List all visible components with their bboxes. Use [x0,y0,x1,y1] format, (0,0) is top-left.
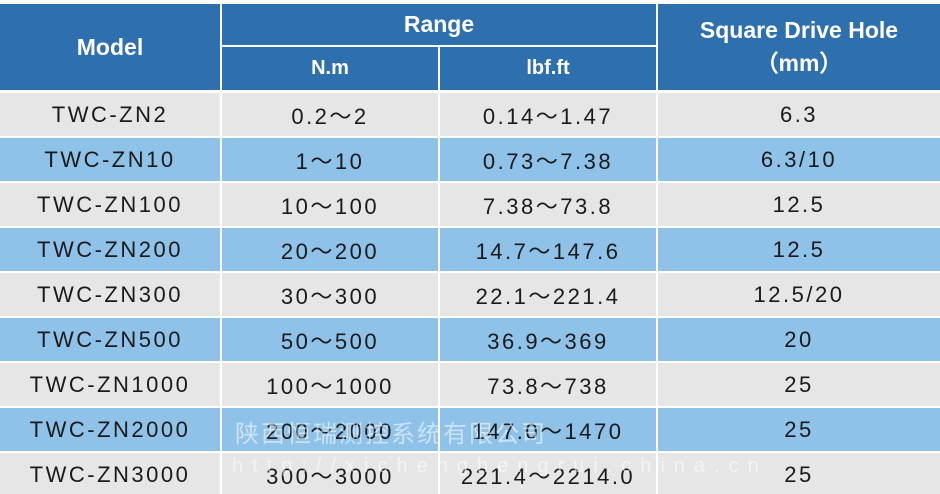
table-cell: 12.5 [658,228,940,271]
header-model: Model [0,4,220,90]
table-cell: 36.9～369 [440,318,656,361]
header-range: Range [222,4,656,45]
header-unit-text: N.m [311,57,349,79]
table-cell: TWC-ZN2000 [0,408,220,451]
table-cell: 0.2～2 [222,93,438,136]
table-cell-text: TWC-ZN3000 [29,461,191,487]
table-cell: TWC-ZN10 [0,138,220,181]
header-square-drive-text: Square Drive Hole [699,16,899,43]
table-cell-text: 100～1000 [266,373,394,399]
table-cell-text: 25 [784,461,814,487]
table-cell-text: 50～500 [280,328,380,354]
table-cell-text: 147.0～1470 [472,418,624,444]
table-cell-text: 20～200 [280,238,380,264]
table-cell-text: 36.9～369 [487,328,609,354]
table-cell-text: 73.8～738 [487,373,609,399]
table-cell: 12.5/20 [658,273,940,316]
table-cell: 100～1000 [222,363,438,406]
table-cell: 25 [658,363,940,406]
header-unit: lbf.ft [440,47,656,90]
table-cell: 0.14～1.47 [440,93,656,136]
table-cell: 25 [658,408,940,451]
table-cell-text: 200～2000 [266,418,394,444]
table-cell-text: TWC-ZN100 [37,191,183,217]
header-unit-text: lbf.ft [526,57,570,79]
table-cell: 6.3/10 [658,138,940,181]
table-cell: 20～200 [222,228,438,271]
table-cell: 22.1～221.4 [440,273,656,316]
table-cell-text: TWC-ZN1000 [29,371,191,397]
table-cell-text: 6.3/10 [760,146,838,172]
header-square-drive: Square Drive Hole （mm） [658,4,940,90]
table-cell: TWC-ZN100 [0,183,220,226]
table-cell: 50～500 [222,318,438,361]
table-cell: 30～300 [222,273,438,316]
table-cell-text: 0.14～1.47 [482,103,614,129]
table-cell-text: 0.2～2 [291,103,369,129]
table-cell: 14.7～147.6 [440,228,656,271]
header-unit: N.m [222,47,438,90]
table-cell: 221.4～2214.0 [440,453,656,494]
table-cell-text: 6.3 [779,101,819,127]
table-cell-text: 25 [784,416,814,442]
table-cell: 0.73～7.38 [440,138,656,181]
table-cell-text: 7.38～73.8 [482,193,614,219]
table-cell-text: TWC-ZN2000 [29,416,191,442]
table-cell-text: 10～100 [280,193,380,219]
table-cell: 12.5 [658,183,940,226]
table-cell-text: 12.5 [772,236,826,262]
table-cell-text: TWC-ZN300 [37,281,183,307]
table-cell-text: 221.4～2214.0 [460,463,636,489]
table-cell: TWC-ZN300 [0,273,220,316]
table-cell: TWC-ZN500 [0,318,220,361]
table-cell-text: TWC-ZN200 [37,236,183,262]
table-cell-text: 30～300 [280,283,380,309]
table-cell: 300～3000 [222,453,438,494]
table-cell-text: 25 [784,371,814,397]
table-cell-text: 14.7～147.6 [475,238,621,264]
table-cell-text: 22.1～221.4 [475,283,621,309]
table-cell: 25 [658,453,940,494]
table-cell: 20 [658,318,940,361]
table-cell-text: TWC-ZN2 [51,101,169,127]
table-cell-text: 12.5/20 [753,281,845,307]
table-cell-text: 1～10 [295,148,365,174]
table-cell: 200～2000 [222,408,438,451]
table-cell-text: 0.73～7.38 [482,148,614,174]
table-cell-text: 20 [784,326,814,352]
table-cell: 1～10 [222,138,438,181]
header-model-text: Model [76,33,144,60]
table-cell: TWC-ZN3000 [0,453,220,494]
table-cell: TWC-ZN2 [0,93,220,136]
table-cell-text: 12.5 [772,191,826,217]
table-cell-text: TWC-ZN10 [44,146,176,172]
table-cell: TWC-ZN200 [0,228,220,271]
table-cell: 6.3 [658,93,940,136]
table-cell-text: 300～3000 [266,463,394,489]
header-range-text: Range [403,11,475,37]
table-cell: TWC-ZN1000 [0,363,220,406]
table-cell-text: TWC-ZN500 [37,326,183,352]
table-cell: 10～100 [222,183,438,226]
table-cell: 147.0～1470 [440,408,656,451]
table-cell: 73.8～738 [440,363,656,406]
table-cell: 7.38～73.8 [440,183,656,226]
header-square-drive-text: （mm） [755,49,843,76]
